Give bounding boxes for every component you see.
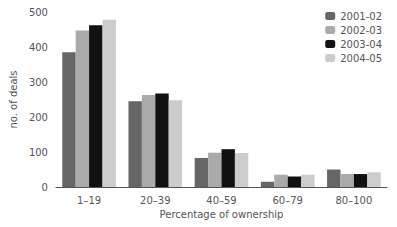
svg-text:300: 300 bbox=[29, 77, 48, 88]
svg-text:Percentage of ownership: Percentage of ownership bbox=[160, 209, 284, 220]
svg-text:100: 100 bbox=[29, 147, 48, 158]
svg-text:200: 200 bbox=[29, 112, 48, 123]
svg-text:60–79: 60–79 bbox=[272, 195, 302, 206]
svg-text:80–100: 80–100 bbox=[335, 195, 372, 206]
svg-text:0: 0 bbox=[42, 182, 48, 193]
svg-text:500: 500 bbox=[29, 7, 48, 18]
svg-text:1–19: 1–19 bbox=[77, 195, 101, 206]
svg-text:2004-05: 2004-05 bbox=[340, 53, 382, 64]
svg-text:400: 400 bbox=[29, 42, 48, 53]
svg-text:2003-04: 2003-04 bbox=[340, 39, 382, 50]
svg-text:20–39: 20–39 bbox=[140, 195, 170, 206]
svg-text:2002-03: 2002-03 bbox=[340, 25, 382, 36]
svg-text:no. of deals: no. of deals bbox=[8, 70, 19, 128]
svg-text:40–59: 40–59 bbox=[206, 195, 236, 206]
svg-text:2001-02: 2001-02 bbox=[340, 11, 382, 22]
